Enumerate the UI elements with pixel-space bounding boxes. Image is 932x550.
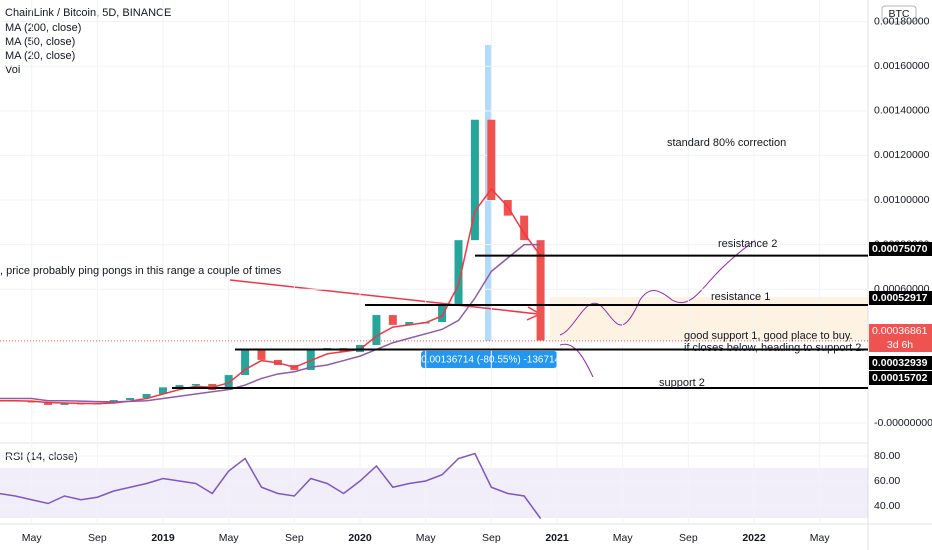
candle: [175, 385, 184, 388]
currency-badge[interactable]: [881, 5, 917, 23]
candle: [454, 240, 463, 306]
candle: [520, 215, 529, 241]
current-price-label: 0.00036861: [872, 325, 928, 337]
currency: BTC: [889, 8, 910, 20]
rsi-title: RSI (14, close): [5, 451, 78, 463]
y-tick-label: 40.00: [874, 500, 900, 512]
series-line: [0, 243, 541, 403]
x-tick-label: Sep: [285, 532, 304, 544]
candle: [487, 119, 496, 201]
legend: MA (200, close): [5, 22, 81, 34]
y-tick-label: 0.00100000: [874, 194, 930, 206]
series-line: [0, 187, 542, 405]
legend: Vol: [5, 64, 20, 76]
series-line: [0, 452, 542, 519]
x-tick-label: 2019: [151, 532, 175, 544]
candle: [405, 321, 414, 325]
y-tick-label: 0.00160000: [874, 60, 930, 72]
candle: [438, 305, 447, 322]
y-tick-label: 0.00180000: [874, 15, 930, 27]
annotation: resistance 2: [718, 238, 777, 250]
x-tick-label: 2020: [348, 532, 372, 544]
arrow: [229, 279, 539, 315]
x-tick-label: May: [22, 532, 43, 544]
chart-title: ChainLink / Bitcoin, 5D, BINANCE: [5, 7, 171, 19]
y-tick-label: 0.00140000: [874, 105, 930, 117]
candle: [60, 402, 69, 405]
candle: [126, 398, 135, 401]
annotation: , price probably ping pongs in this rang…: [0, 265, 282, 277]
level-box: [869, 371, 932, 385]
x-tick-label: Sep: [482, 532, 501, 544]
legend: MA (50, close): [5, 36, 75, 48]
legend: MA (20, close): [5, 50, 75, 62]
candle: [159, 387, 167, 395]
x-tick-label: May: [219, 532, 240, 544]
level-label: 0.00052917: [872, 292, 928, 304]
annotation: good support 1, good place to buy.: [684, 330, 853, 342]
annotation: if closes below, heading to support 2.: [684, 342, 864, 354]
y-tick-label: 80.00: [874, 450, 900, 462]
y-tick-label: 0.00120000: [874, 149, 930, 161]
y-tick-label: -0.00000000: [874, 417, 932, 429]
level-box: [869, 291, 932, 305]
projection: [559, 239, 756, 378]
x-tick-label: Sep: [88, 532, 107, 544]
level-label: 0.00032939: [872, 357, 928, 369]
price-box: [869, 324, 932, 352]
x-tick-label: 2021: [545, 532, 569, 544]
x-tick-label: 2022: [742, 532, 766, 544]
y-tick-label: 60.00: [874, 475, 900, 487]
candle: [142, 394, 151, 399]
x-tick-label: May: [416, 532, 437, 544]
annotation: resistance 1: [711, 291, 770, 303]
level-label: 0.00075070: [872, 243, 928, 255]
candle: [470, 119, 479, 241]
x-tick-label: May: [613, 532, 634, 544]
level-box: [869, 242, 932, 256]
candle: [257, 350, 266, 360]
rsi-band: [0, 468, 868, 518]
level-box: [869, 356, 932, 370]
x-tick-label: May: [810, 532, 831, 544]
candle: [388, 315, 397, 325]
annotation: support 2: [659, 377, 705, 389]
candle: [372, 315, 381, 345]
candle: [191, 383, 200, 386]
x-tick-label: Sep: [679, 532, 698, 544]
level-label: 0.00015702: [872, 372, 928, 384]
candle: [241, 350, 250, 376]
candle: [536, 240, 545, 341]
measure-box: [421, 351, 557, 368]
measure-label: -0.00136714 (-80.55%) -136714: [418, 355, 561, 366]
candle: [44, 402, 53, 405]
annotation: standard 80% correction: [667, 137, 786, 149]
countdown: 3d 6h: [887, 339, 913, 351]
